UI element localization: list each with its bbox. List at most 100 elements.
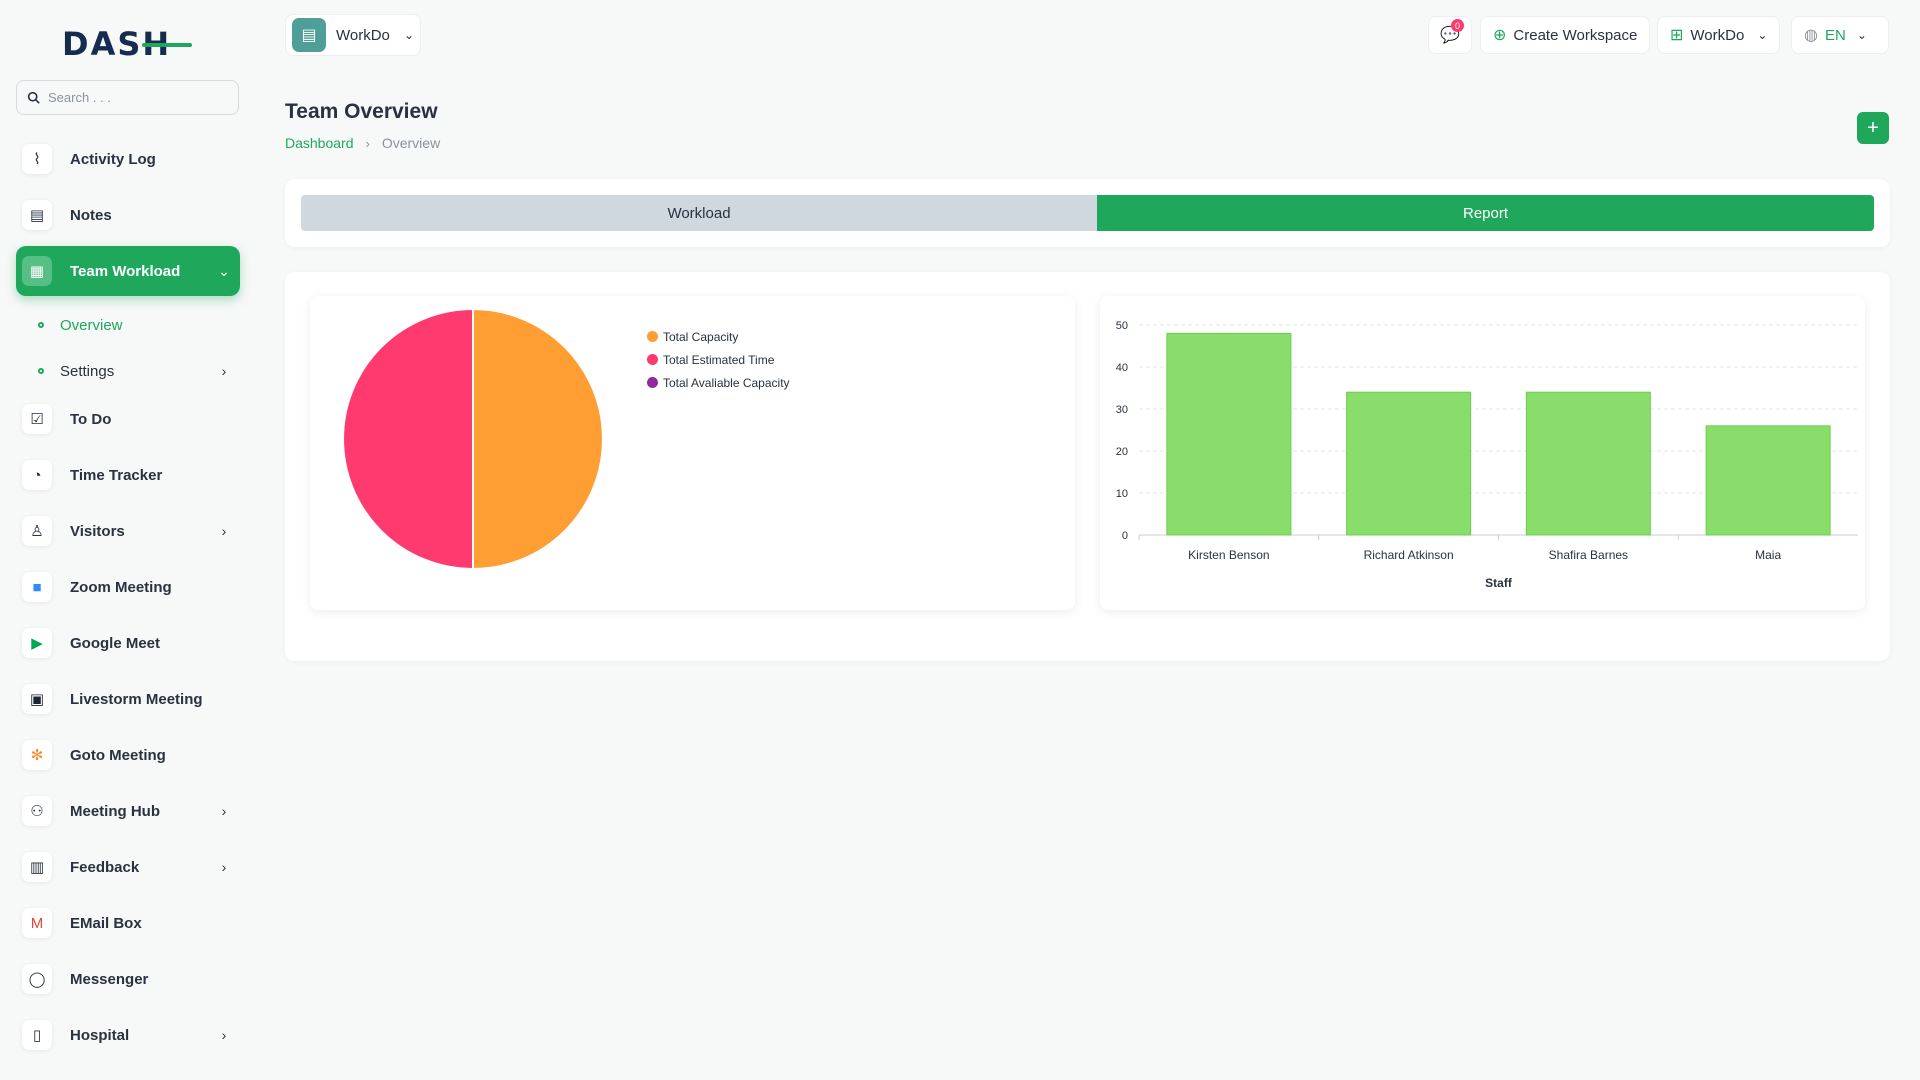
bar-shafira-barnes[interactable] xyxy=(1525,391,1651,536)
sidebar-item-google-meet[interactable]: ▶ Google Meet xyxy=(16,618,240,668)
clipboard-icon: ▥ xyxy=(22,852,52,882)
workspace-avatar-icon: ▤ xyxy=(292,18,326,52)
legend-item[interactable]: Total Estimated Time xyxy=(647,348,790,371)
plus-circle-icon: ⊕ xyxy=(1493,27,1507,44)
bullet-icon xyxy=(38,322,44,328)
page-title: Team Overview xyxy=(285,100,438,123)
pie-slice-total-estimated-time[interactable] xyxy=(342,307,474,571)
bar-chart-panel: 0 10 20 30 40 50 Kirsten Benson Richard Atkinso… xyxy=(1100,296,1865,610)
legend-label: Total Capacity xyxy=(663,329,739,344)
sidebar-item-label: Feedback xyxy=(70,858,140,876)
x-tick-label: Richard Atkinson xyxy=(1364,548,1454,562)
x-axis-title: Staff xyxy=(1485,576,1513,590)
alarm-clock-icon: ◔ xyxy=(22,460,52,490)
legend-item[interactable]: Total Avaliable Capacity xyxy=(647,371,790,394)
zoom-icon: ■ xyxy=(22,572,52,602)
legend-label: Total Estimated Time xyxy=(663,352,775,367)
sidebar-item-feedback[interactable]: ▥ Feedback › xyxy=(16,842,240,892)
pie-slice-total-capacity[interactable] xyxy=(472,307,604,571)
y-tick-label: 0 xyxy=(1122,530,1128,542)
checklist-icon: ☑ xyxy=(22,404,52,434)
chevron-down-icon: ⌄ xyxy=(1757,28,1768,42)
sidebar-item-email-box[interactable]: M EMail Box xyxy=(16,898,240,948)
sidebar-item-label: Team Workload xyxy=(70,262,181,280)
plus-icon: + xyxy=(1867,116,1879,139)
person-icon: ♙ xyxy=(22,516,52,546)
sidebar-item-meeting-hub[interactable]: ⚇ Meeting Hub › xyxy=(16,786,240,836)
chevron-right-icon: › xyxy=(221,1027,227,1043)
chevron-right-icon: › xyxy=(221,363,227,379)
legend-item[interactable]: Total Capacity xyxy=(647,325,790,348)
tab-workload[interactable]: Workload xyxy=(301,195,1097,231)
sidebar-item-hospital[interactable]: ▯ Hospital › xyxy=(16,1010,240,1060)
legend-label: Total Avaliable Capacity xyxy=(663,375,790,390)
sidebar-item-label: Time Tracker xyxy=(70,466,163,484)
charts-card: Total Capacity Total Estimated Time Total … xyxy=(285,272,1890,661)
sidebar-item-time-tracker[interactable]: ◔ Time Tracker xyxy=(16,450,240,500)
y-tick-label: 20 xyxy=(1116,446,1128,458)
sidebar-item-label: Goto Meeting xyxy=(70,746,166,764)
search-box[interactable] xyxy=(16,80,239,115)
brand-logo[interactable]: DASH xyxy=(62,25,192,63)
users-icon: ⚇ xyxy=(22,796,52,826)
sidebar-item-label: Messenger xyxy=(70,970,149,988)
sidebar-item-team-workload[interactable]: ▦ Team Workload ⌄ xyxy=(16,246,240,296)
language-label: EN xyxy=(1824,26,1846,44)
sidebar-item-label: Google Meet xyxy=(70,634,161,652)
sidebar-nav: ⌇ Activity Log ▤ Notes ▦ Team Workload ⌄ Overvi… xyxy=(16,134,240,1066)
x-tick-label: Kirsten Benson xyxy=(1188,548,1269,562)
chevron-down-icon: ⌄ xyxy=(403,28,414,42)
workspace-menu-button[interactable]: ⊞ WorkDo ⌄ xyxy=(1657,16,1781,54)
google-meet-icon: ▶ xyxy=(22,628,52,658)
bar-richard-atkinson[interactable] xyxy=(1346,391,1472,536)
bar-kirsten-benson[interactable] xyxy=(1166,332,1292,536)
workspace-switcher[interactable]: ▤ WorkDo ⌄ xyxy=(285,14,421,56)
breadcrumb-dashboard-link[interactable]: Dashboard xyxy=(285,135,354,151)
chat-bubble-icon: ◯ xyxy=(22,964,52,994)
notes-icon: ▤ xyxy=(22,200,52,230)
sidebar-item-label: Activity Log xyxy=(70,150,156,168)
y-tick-label: 40 xyxy=(1116,362,1128,374)
sidebar-subitem-label: Overview xyxy=(60,316,123,334)
bar-chart: 0 10 20 30 40 50 Kirsten Benson Richard Atkinso… xyxy=(1116,320,1858,590)
pie-legend: Total Capacity Total Estimated Time Total … xyxy=(647,325,790,394)
activity-icon: ⌇ xyxy=(22,144,52,174)
sidebar-item-label: To Do xyxy=(70,410,112,428)
sidebar: DASH ⌇ Activity Log ▤ Notes ▦ Team Workload ⌄ O… xyxy=(0,0,256,1080)
apps-grid-icon: ⊞ xyxy=(1670,27,1684,44)
search-input[interactable] xyxy=(48,90,228,105)
breadcrumb: Dashboard › Overview xyxy=(285,135,440,151)
sidebar-item-label: Zoom Meeting xyxy=(70,578,172,596)
legend-marker xyxy=(647,331,658,342)
y-tick-label: 10 xyxy=(1116,488,1128,500)
notifications-button[interactable]: 💬 0 xyxy=(1428,16,1472,54)
sidebar-item-notes[interactable]: ▤ Notes xyxy=(16,190,240,240)
goto-meeting-icon: ✻ xyxy=(22,740,52,770)
create-workspace-button[interactable]: ⊕ Create Workspace xyxy=(1480,16,1651,54)
tab-report[interactable]: Report xyxy=(1097,195,1874,231)
sidebar-item-goto-meeting[interactable]: ✻ Goto Meeting xyxy=(16,730,240,780)
sidebar-item-messenger[interactable]: ◯ Messenger xyxy=(16,954,240,1004)
x-tick-label: Shafira Barnes xyxy=(1549,548,1628,562)
sidebar-subitem-settings[interactable]: Settings › xyxy=(16,348,240,394)
tabs-card: Workload Report xyxy=(285,179,1890,247)
sidebar-item-zoom-meeting[interactable]: ■ Zoom Meeting xyxy=(16,562,240,612)
sidebar-item-livestorm-meeting[interactable]: ▣ Livestorm Meeting xyxy=(16,674,240,724)
bullet-icon xyxy=(38,368,44,374)
y-tick-label: 50 xyxy=(1116,320,1128,332)
add-button[interactable]: + xyxy=(1857,112,1889,144)
chevron-down-icon: ⌄ xyxy=(1856,28,1867,42)
chevron-down-icon: ⌄ xyxy=(218,262,230,279)
sidebar-item-visitors[interactable]: ♙ Visitors › xyxy=(16,506,240,556)
legend-marker xyxy=(647,354,658,365)
chevron-right-icon: › xyxy=(221,859,227,875)
livestorm-icon: ▣ xyxy=(22,684,52,714)
language-switcher[interactable]: ◍ EN ⌄ xyxy=(1791,16,1889,54)
sidebar-subitem-label: Settings xyxy=(60,362,115,380)
pie-chart-panel: Total Capacity Total Estimated Time Total … xyxy=(310,296,1075,610)
sidebar-item-activity-log[interactable]: ⌇ Activity Log xyxy=(16,134,240,184)
sidebar-item-label: Visitors xyxy=(70,522,125,540)
bar-maia[interactable] xyxy=(1705,425,1831,536)
sidebar-subitem-overview[interactable]: Overview xyxy=(16,302,240,348)
sidebar-item-to-do[interactable]: ☑ To Do xyxy=(16,394,240,444)
